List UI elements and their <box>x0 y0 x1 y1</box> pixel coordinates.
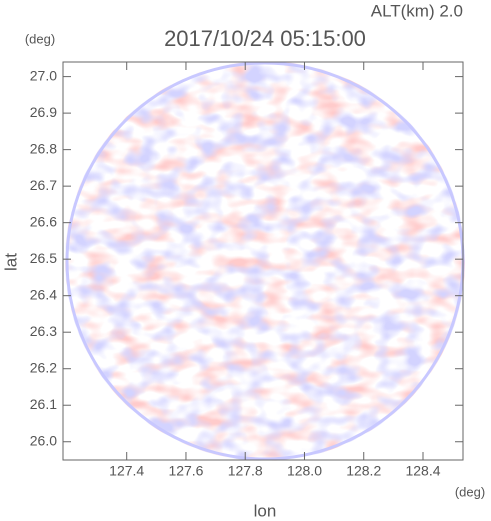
y-tick-label: 26.7 <box>30 177 57 193</box>
y-tick-label: 26.8 <box>30 140 57 156</box>
x-tick-label: 127.6 <box>168 463 203 479</box>
y-tick-label: 26.5 <box>30 250 57 266</box>
x-tick-label: 128.4 <box>405 463 440 479</box>
x-tick-label: 127.8 <box>228 463 263 479</box>
y-tick-label: 26.1 <box>30 396 57 412</box>
x-unit: (deg) <box>455 484 485 499</box>
y-axis-label: lat <box>1 253 20 271</box>
y-tick-label: 26.6 <box>30 213 57 229</box>
y-tick-label: 26.9 <box>30 104 57 120</box>
altitude-label: ALT(km) 2.0 <box>371 1 463 20</box>
y-tick-label: 27.0 <box>30 67 57 83</box>
y-tick-label: 26.3 <box>30 323 57 339</box>
y-tick-label: 26.4 <box>30 286 57 302</box>
x-tick-label: 128.2 <box>346 463 381 479</box>
plot-frame <box>62 61 464 461</box>
radar-field <box>65 61 465 461</box>
y-tick-label: 26.2 <box>30 359 57 375</box>
x-tick-label: 127.4 <box>109 463 144 479</box>
x-tick-label: 128.0 <box>287 463 322 479</box>
y-unit: (deg) <box>25 31 55 46</box>
chart-title: 2017/10/24 05:15:00 <box>164 26 366 51</box>
y-tick-label: 26.0 <box>30 432 57 448</box>
x-axis-label: lon <box>254 501 277 520</box>
